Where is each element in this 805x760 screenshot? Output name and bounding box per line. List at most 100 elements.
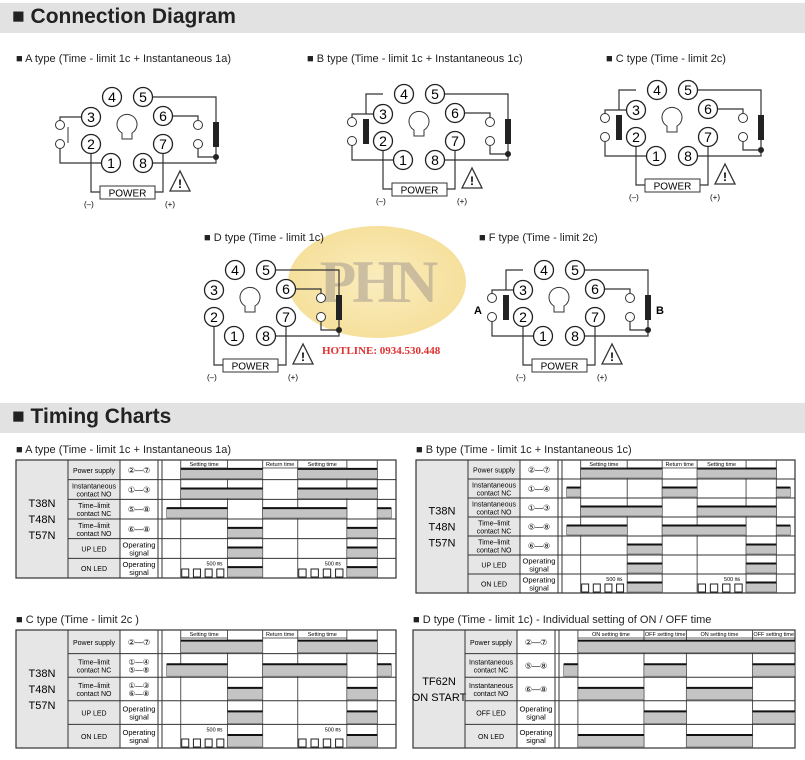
terminal-label: signal (526, 736, 546, 745)
blink-pulse (298, 738, 307, 748)
signal-high-fill (346, 687, 378, 701)
signal-high-fill (180, 640, 263, 653)
terminal-label: Operating (523, 557, 556, 566)
pin-6 (275, 278, 297, 300)
signal-label: UP LED (81, 547, 106, 554)
signal-label: Power supply (73, 640, 116, 647)
timing-chart-b: T38N T48N T57N Power supply ②—⑦ Instantaneous… (415, 459, 796, 594)
terminal-label: ①—③ (129, 681, 150, 690)
signal-high-fill (752, 711, 796, 724)
signal-high-fill (180, 468, 263, 479)
signal-high-fill (227, 711, 263, 724)
pin-4-label: 4 (540, 262, 548, 278)
model-label: T48N (29, 684, 56, 696)
pin-8 (255, 325, 277, 347)
terminal-label: signal (529, 584, 549, 593)
relay-coil-icon (503, 295, 509, 320)
annotation-label: Setting time (589, 462, 618, 468)
pin-6-label: 6 (159, 108, 167, 124)
pulse-period-label: 500 ㎳ (206, 561, 223, 567)
pin-4 (646, 79, 668, 101)
power-box (222, 358, 279, 373)
model-label: T38N (429, 506, 456, 518)
warning-mark: ! (178, 177, 182, 191)
wire-6 (605, 288, 631, 293)
model-label: T57N (29, 700, 56, 712)
terminal-label: signal (129, 549, 149, 558)
chart-border (415, 459, 796, 594)
signal-high-fill (297, 640, 378, 653)
signal-high-fill (626, 582, 663, 593)
terminal-label: Operating (123, 560, 156, 569)
pin-8-label: 8 (684, 148, 692, 164)
signal-label: UP LED (481, 563, 506, 570)
junction-dot (213, 154, 219, 160)
pin-3 (203, 279, 225, 301)
minus-label: (–) (207, 373, 217, 382)
relay-coil-icon (213, 122, 219, 147)
terminal-label: Operating (523, 576, 556, 585)
signal-high-fill (776, 487, 791, 498)
timing-charts-header: ■ Timing Charts (0, 403, 805, 433)
terminal-label: ⑤—⑧ (128, 505, 150, 514)
junction-dot (758, 147, 764, 153)
pin-2-label: 2 (632, 129, 640, 145)
connection-diagram-title: ■ Connection Diagram (12, 5, 236, 28)
pin-7 (584, 306, 606, 328)
pin-7 (152, 133, 174, 155)
annotation-label: Return time (266, 632, 294, 638)
junction-dot (336, 327, 342, 333)
chart-border (412, 629, 796, 749)
signal-high-fill (776, 525, 791, 536)
wire-6 (296, 288, 322, 293)
signal-label: Instantaneous (472, 483, 516, 490)
signal-label: contact NO (476, 510, 512, 517)
c-type-label: ■ C type (Time - limit 2c) (606, 53, 726, 65)
pin-3-label: 3 (519, 282, 527, 298)
signal-high-fill (346, 711, 378, 724)
pin-4-label: 4 (231, 262, 239, 278)
pin-6-label: 6 (282, 281, 290, 297)
signal-high-fill (227, 527, 263, 538)
pin-8-label: 8 (139, 155, 147, 171)
blink-pulse (335, 738, 344, 748)
model-label: T57N (429, 538, 456, 550)
signal-label: Instantaneous (469, 683, 513, 690)
pin-2-label: 2 (210, 309, 218, 325)
pin-5 (424, 83, 446, 105)
terminal-label: signal (526, 713, 546, 722)
a-type-label: ■ A type (Time - limit 1c + Instantaneou… (16, 53, 232, 65)
socket-diagram-c: POWER (–) (+)! 12 34 56 78 (600, 79, 764, 202)
blink-pulse (216, 738, 225, 748)
pin-2-label: 2 (379, 133, 387, 149)
pin-6-label: 6 (704, 101, 712, 117)
signal-label: Time–limit (478, 521, 510, 528)
blink-pulse (181, 738, 190, 748)
annotation-label: ON setting time (701, 632, 739, 638)
power-label: POWER (109, 189, 147, 200)
wire-2 (522, 327, 532, 366)
signal-high-fill (297, 468, 378, 479)
terminal-label: ①—③ (128, 486, 150, 495)
pin-2 (625, 126, 647, 148)
contact-icon (347, 136, 357, 146)
pin-4 (101, 86, 123, 108)
b-type-label: ■ B type (Time - limit 1c + Instantaneou… (307, 53, 523, 65)
warning-mark: ! (470, 174, 474, 188)
warning-mark: ! (723, 170, 727, 184)
wire-7 (700, 147, 709, 186)
contact-icon (485, 136, 495, 146)
signal-label: contact NO (76, 492, 112, 499)
contact-icon (485, 117, 495, 127)
pulse-period-label: 500 ㎳ (325, 727, 342, 733)
signal-high-fill (686, 734, 753, 748)
pin-4 (224, 259, 246, 281)
wire-2 (635, 147, 645, 186)
signal-label: ON LED (81, 734, 107, 741)
pin-7-label: 7 (704, 129, 712, 145)
pin-1-label: 1 (652, 148, 660, 164)
signal-high-fill (297, 488, 378, 499)
pin-3-label: 3 (632, 102, 640, 118)
signal-label: contact NC (477, 491, 512, 498)
pin-5 (255, 259, 277, 281)
